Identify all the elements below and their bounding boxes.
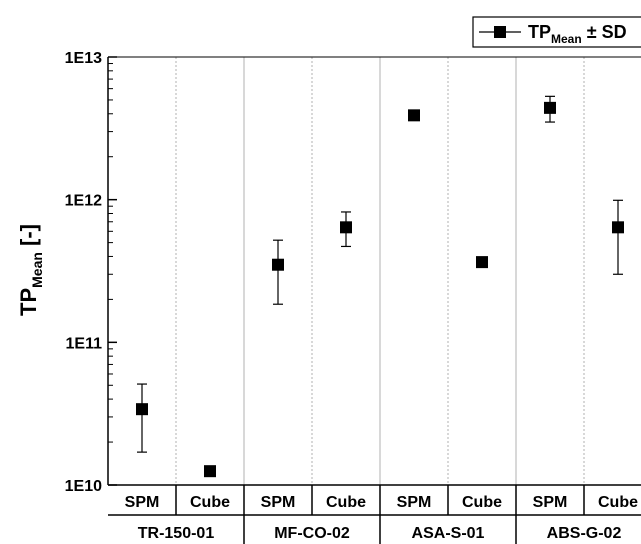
legend: TPMean ± SD xyxy=(472,16,641,48)
group-labels: TR-150-01 MF-CO-02 ASA-S-01 ABS-G-02 xyxy=(138,525,622,542)
y-tick-label: 1E10 xyxy=(65,478,102,495)
error-bars xyxy=(137,95,623,453)
category-label: Cube xyxy=(462,494,502,511)
legend-marker xyxy=(494,26,506,38)
group-label: ABS-G-02 xyxy=(547,525,622,542)
category-label: SPM xyxy=(397,494,432,511)
data-point xyxy=(544,101,556,114)
category-separators xyxy=(175,57,585,544)
category-label: SPM xyxy=(261,494,296,511)
data-point xyxy=(476,256,488,269)
group-label: TR-150-01 xyxy=(138,525,215,542)
data-point xyxy=(612,221,624,234)
category-labels: SPM Cube SPM Cube SPM Cube SPM Cube xyxy=(125,494,638,511)
data-point xyxy=(340,221,352,234)
group-label: MF-CO-02 xyxy=(274,525,350,542)
axes-frame xyxy=(107,56,641,516)
category-label: SPM xyxy=(125,494,160,511)
y-tick-label: 1E13 xyxy=(65,50,102,67)
y-axis-title: TPMean [-] xyxy=(16,224,45,316)
category-label: Cube xyxy=(190,494,230,511)
data-point xyxy=(204,465,216,478)
data-point xyxy=(408,109,420,122)
y-tick-label: 1E11 xyxy=(66,335,103,352)
data-markers xyxy=(136,101,624,478)
data-point xyxy=(136,403,148,416)
legend-label: TPMean ± SD xyxy=(528,22,627,46)
category-label: Cube xyxy=(598,494,638,511)
y-tick-label: 1E12 xyxy=(65,193,102,210)
y-axis-ticks: 1E10 1E11 1E12 1E13 xyxy=(65,50,117,495)
y-axis-title-text: TPMean [-] xyxy=(16,224,45,316)
group-label: ASA-S-01 xyxy=(412,525,485,542)
category-label: Cube xyxy=(326,494,366,511)
legend-box xyxy=(472,16,641,48)
category-label: SPM xyxy=(533,494,568,511)
data-point xyxy=(272,258,284,271)
